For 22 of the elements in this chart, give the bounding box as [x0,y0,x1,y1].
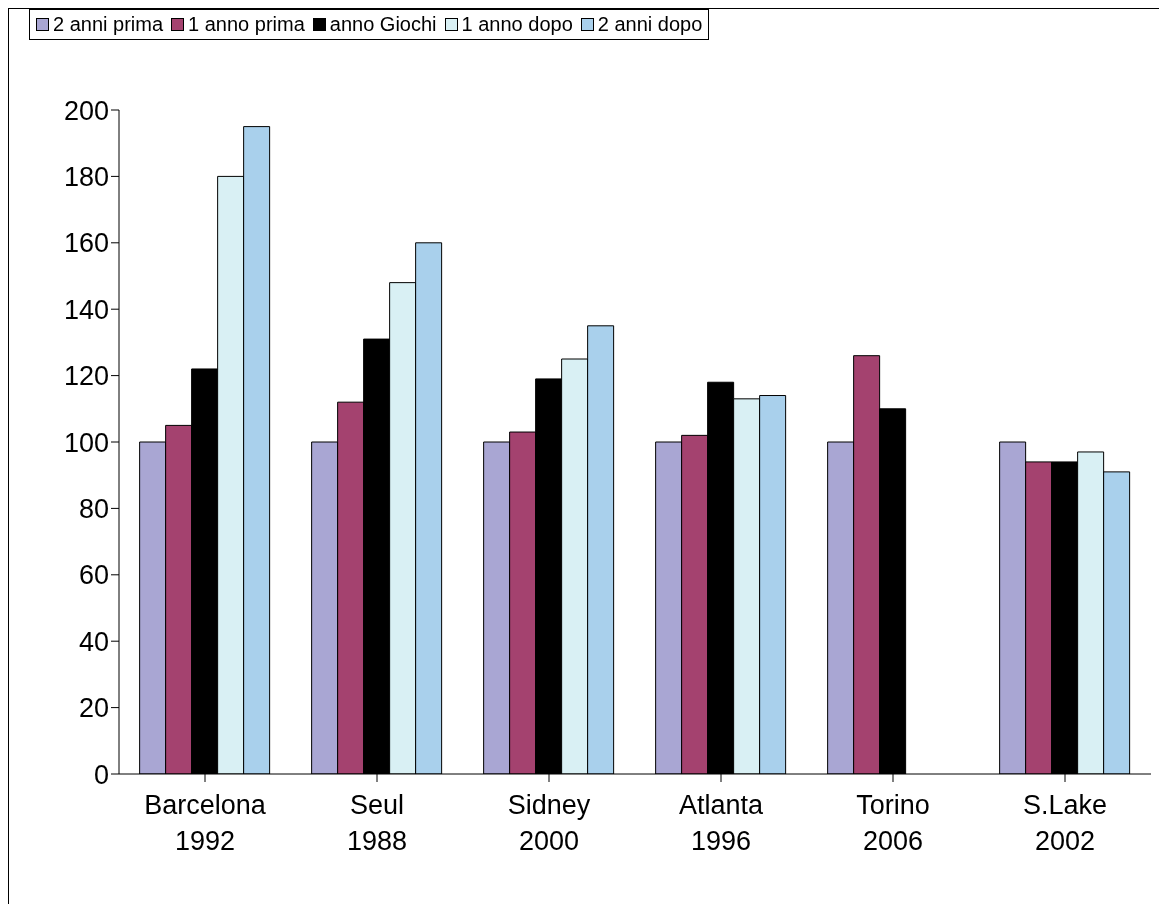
y-tick-label: 100 [63,427,109,458]
y-tick-label: 40 [78,626,109,657]
x-tick-label: S.Lake 2002 [1022,790,1108,856]
y-tick-label: 120 [63,361,109,392]
x-tick-label: Torino 2006 [856,790,930,856]
y-tick-label: 160 [63,228,109,259]
x-tick-label: Seul 1988 [346,790,408,856]
y-tick-label: 200 [63,95,109,126]
legend-label: 1 anno prima [187,13,305,36]
x-tick-label: Atlanta 1996 [678,790,765,856]
y-tick-label: 60 [78,560,109,591]
legend-label: 2 anni prima [52,13,164,36]
y-tick-label: 0 [93,759,109,790]
legend-label: 1 anno dopo [460,13,573,36]
legend-label: 2 anni dopo [596,13,703,36]
y-tick-label: 180 [63,161,109,192]
y-tick-label: 80 [78,493,109,524]
legend-label: anno Giochi [328,13,437,36]
x-tick-label: Sidney 2000 [507,790,591,856]
y-tick-label: 20 [78,693,109,724]
y-tick-label: 140 [63,294,109,325]
x-tick-label: Barcelona 1992 [144,790,267,856]
